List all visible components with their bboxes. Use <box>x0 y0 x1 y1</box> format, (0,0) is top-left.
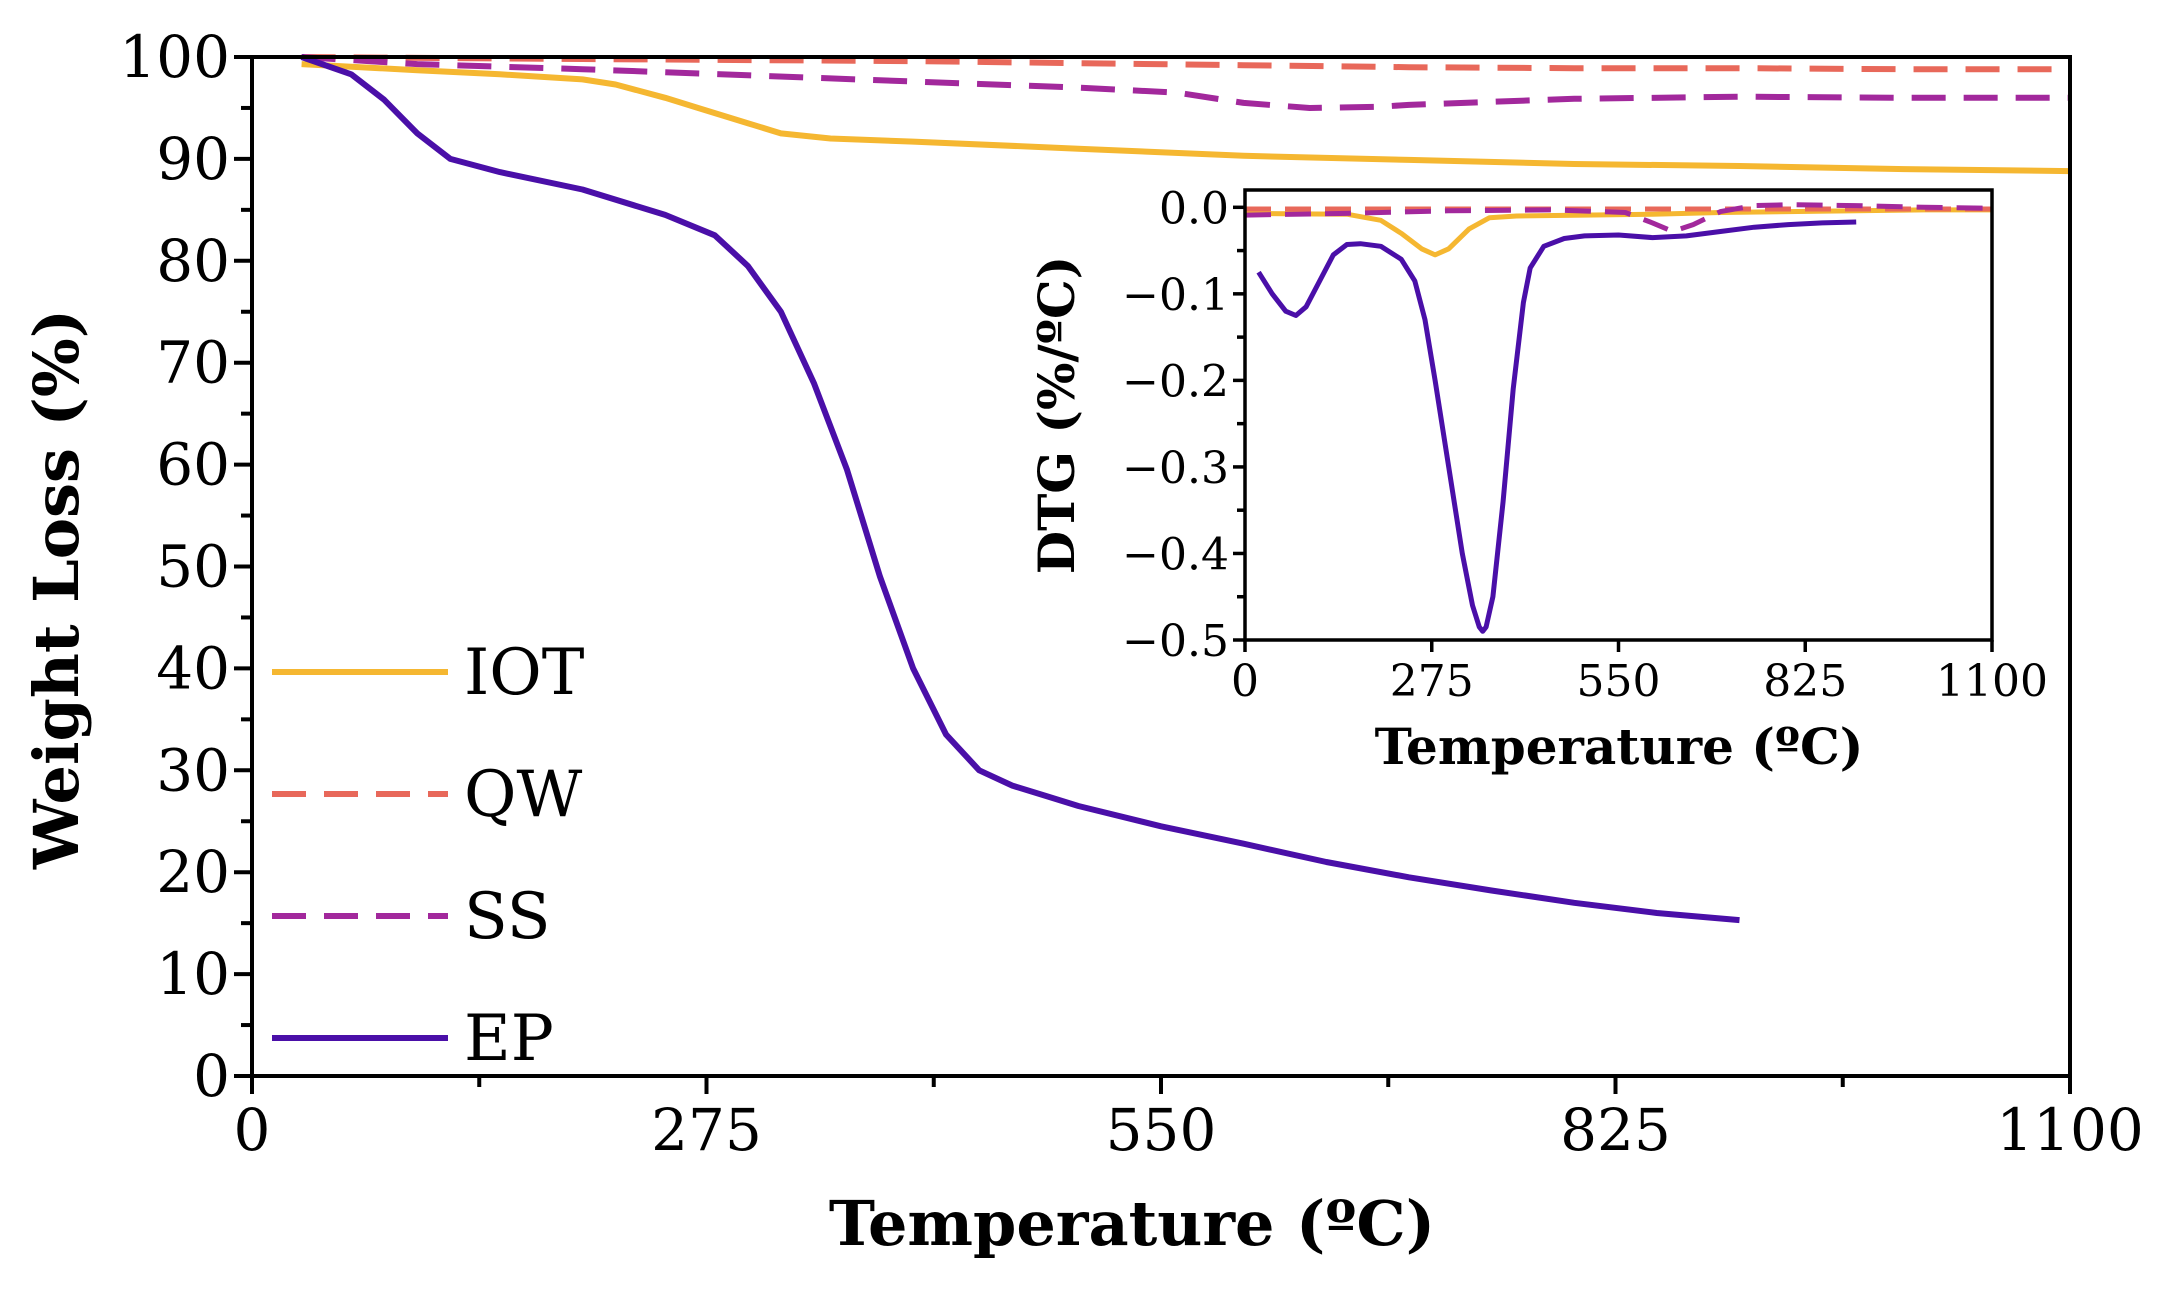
main-y-tick-label: 70 <box>156 329 230 397</box>
inset-y-tick-label: −0.2 <box>1122 356 1229 407</box>
main-x-tick-label: 275 <box>651 1096 762 1164</box>
main-series-ep-line <box>300 54 1740 924</box>
inset-background <box>1245 190 1992 640</box>
main-y-tick-label: 50 <box>156 533 230 601</box>
main-x-tick-label: 1100 <box>1996 1096 2144 1164</box>
inset-x-tick-label: 550 <box>1577 656 1661 707</box>
inset-y-tick-label: 0.0 <box>1159 183 1229 234</box>
inset-y-axis-title: DTG (%/ºC) <box>1027 256 1086 575</box>
inset-series-ep-line <box>1256 219 1857 634</box>
main-x-axis-title: Temperature (ºC) <box>829 1187 1435 1260</box>
main-series-group <box>300 54 2071 924</box>
inset-axes-group: 0 275 550 825 1100 0.0 −0.1 −0.2 −0.3 −0.4 −0.5 <box>1122 183 2048 707</box>
main-y-tick-label: 10 <box>156 940 230 1008</box>
inset-x-tick-label: 0 <box>1231 656 1259 707</box>
main-series-iot-line <box>301 61 2071 175</box>
inset-y-tick-label: −0.3 <box>1122 443 1229 494</box>
inset-x-tick-label: 275 <box>1390 656 1474 707</box>
legend: IOT QW SS EP <box>272 636 585 1076</box>
main-series-ss-line <box>301 54 2070 111</box>
main-y-axis-title: Weight Loss (%) <box>20 309 93 870</box>
legend-label-iot: IOT <box>464 636 585 710</box>
main-x-tick-label: 550 <box>1106 1096 1217 1164</box>
inset-x-axis-title: Temperature (ºC) <box>1375 717 1864 776</box>
main-y-tick-label: 100 <box>119 23 230 91</box>
inset-plot: 0 275 550 825 1100 0.0 −0.1 −0.2 −0.3 −0.4 −0.5 Te… <box>1027 183 2048 776</box>
main-x-tick-label: 0 <box>234 1096 271 1164</box>
main-axes-group: 0 275 550 825 1100 0 10 20 30 40 50 60 70 80 90 100 <box>119 23 2144 1164</box>
legend-label-qw: QW <box>464 758 582 832</box>
main-y-tick-label: 90 <box>156 125 230 193</box>
main-y-tick-label: 40 <box>156 634 230 702</box>
main-y-tick-label: 20 <box>156 838 230 906</box>
legend-label-ep: EP <box>464 1002 554 1076</box>
main-x-tick-label: 825 <box>1560 1096 1671 1164</box>
main-plot: 0 275 550 825 1100 0 10 20 30 40 50 60 70 80 90 100 Tem… <box>20 23 2144 1260</box>
main-y-tick-label: 60 <box>156 431 230 499</box>
legend-label-ss: SS <box>464 880 551 954</box>
main-y-tick-label: 0 <box>193 1042 230 1110</box>
inset-series-group <box>1244 202 1993 634</box>
inset-y-tick-label: −0.5 <box>1122 616 1229 667</box>
inset-y-tick-label: −0.4 <box>1122 529 1229 580</box>
inset-series-ss-line <box>1244 202 1993 234</box>
main-y-tick-label: 30 <box>156 736 230 804</box>
inset-y-tick-label: −0.1 <box>1122 270 1229 321</box>
main-y-tick-label: 80 <box>156 227 230 295</box>
inset-x-tick-label: 1100 <box>1936 656 2048 707</box>
inset-x-tick-label: 825 <box>1763 656 1847 707</box>
main-series-qw-line <box>301 54 2070 73</box>
